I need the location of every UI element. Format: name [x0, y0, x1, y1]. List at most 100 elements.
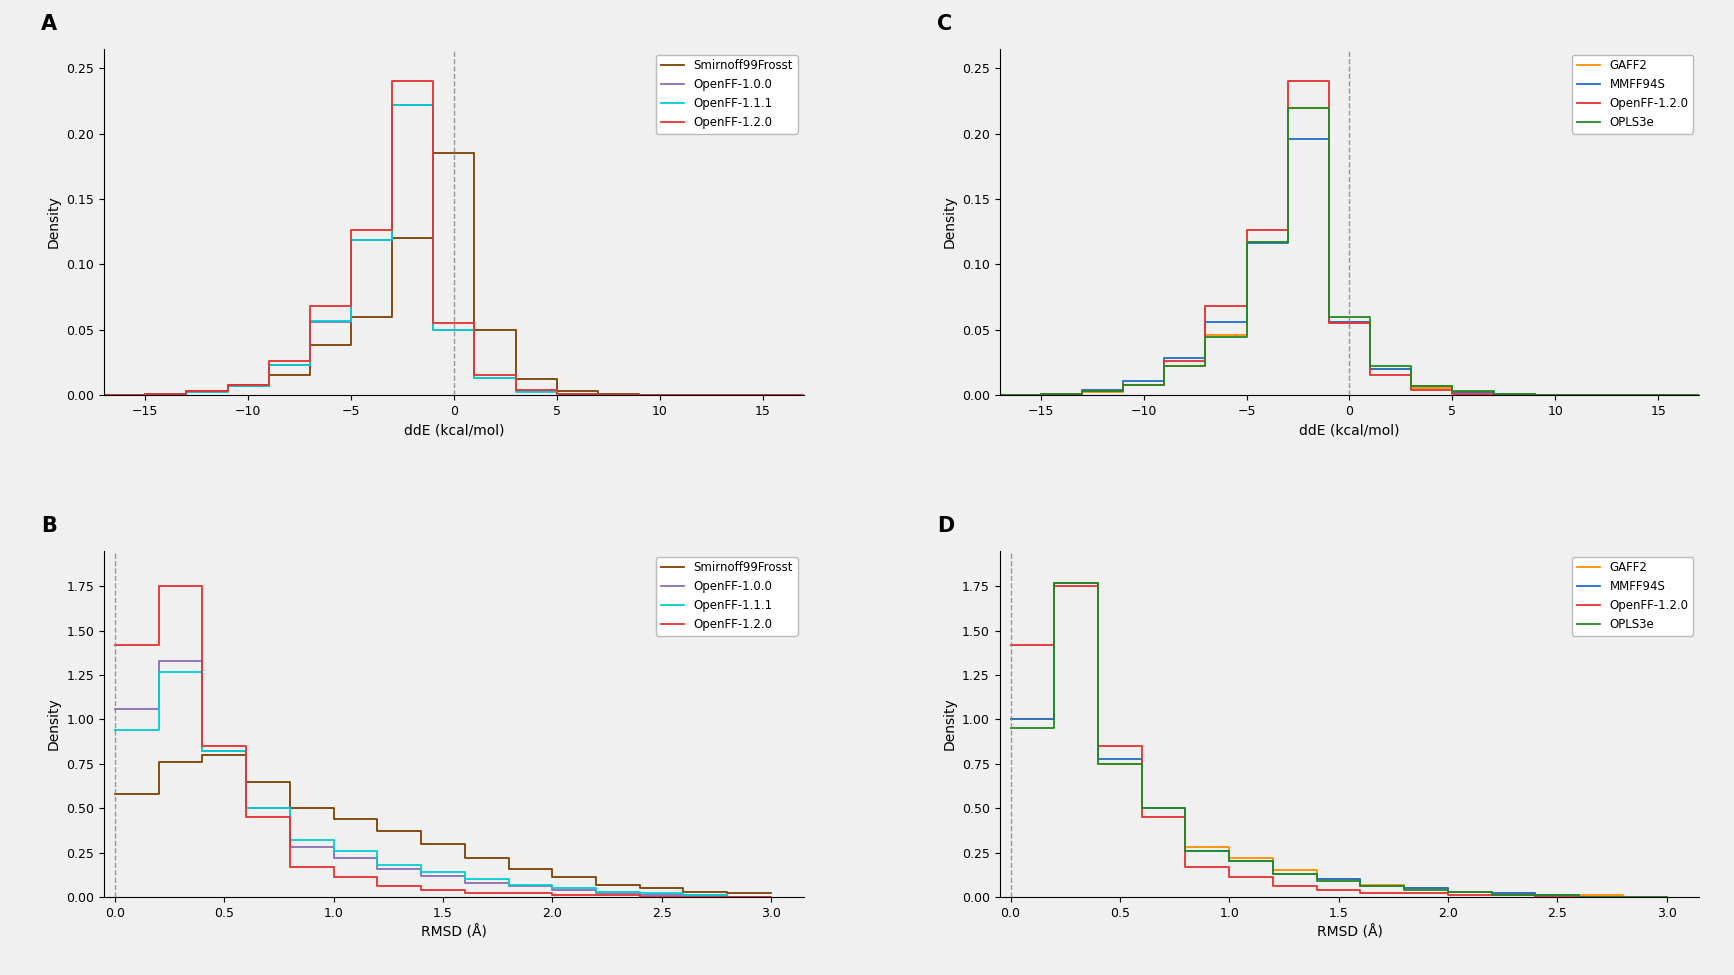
Smirnoff99Frosst — [300, 339, 321, 351]
OpenFF-1.1.1 — [794, 389, 815, 401]
Smirnoff99Frosst — [323, 813, 343, 825]
OpenFF-1.2.0 — [258, 355, 279, 367]
Line: OPLS3e: OPLS3e — [1011, 583, 1666, 897]
OPLS3e — [1394, 880, 1415, 892]
OPLS3e — [1607, 389, 1628, 401]
OpenFF-1.2.0 — [1044, 639, 1065, 650]
OpenFF-1.1.1 — [454, 867, 475, 878]
OPLS3e — [1278, 101, 1299, 113]
OPLS3e — [1569, 891, 1590, 903]
MMFF94S — [1569, 889, 1590, 901]
OPLS3e — [1566, 389, 1587, 401]
GAFF2 — [1647, 389, 1668, 401]
OPLS3e — [1359, 311, 1380, 323]
Smirnoff99Frosst — [368, 826, 388, 838]
Smirnoff99Frosst — [175, 385, 196, 397]
OpenFF-1.2.0 — [588, 388, 609, 400]
OpenFF-1.0.0 — [669, 389, 690, 401]
GAFF2 — [1219, 841, 1240, 853]
OpenFF-1.0.0 — [498, 877, 518, 888]
GAFF2 — [1262, 852, 1283, 864]
OpenFF-1.0.0 — [505, 385, 525, 397]
OPLS3e — [1483, 388, 1503, 400]
OpenFF-1.2.0 — [1607, 389, 1628, 401]
OpenFF-1.1.1 — [423, 324, 444, 335]
Legend: GAFF2, MMFF94S, OpenFF-1.2.0, OPLS3e: GAFF2, MMFF94S, OpenFF-1.2.0, OPLS3e — [1573, 55, 1694, 134]
OpenFF-1.0.0 — [753, 389, 773, 401]
Smirnoff99Frosst — [711, 389, 732, 401]
OpenFF-1.1.1 — [94, 389, 114, 401]
GAFF2 — [1278, 236, 1299, 248]
GAFF2 — [1176, 802, 1196, 814]
OpenFF-1.1.1 — [541, 878, 562, 890]
OpenFF-1.1.1 — [716, 889, 737, 901]
OPLS3e — [1072, 388, 1092, 400]
OpenFF-1.2.0 — [1306, 884, 1327, 896]
OPLS3e — [1359, 361, 1380, 372]
OpenFF-1.0.0 — [323, 852, 343, 864]
OPLS3e — [1647, 389, 1668, 401]
OpenFF-1.1.1 — [465, 324, 486, 335]
Smirnoff99Frosst — [465, 147, 486, 159]
OpenFF-1.2.0 — [716, 891, 737, 903]
OpenFF-1.2.0 — [588, 389, 609, 401]
Smirnoff99Frosst — [711, 389, 732, 401]
OpenFF-1.0.0 — [236, 802, 257, 814]
OpenFF-1.0.0 — [381, 99, 402, 111]
MMFF94S — [1394, 882, 1415, 894]
OpenFF-1.2.0 — [1131, 811, 1151, 823]
Smirnoff99Frosst — [104, 788, 125, 800]
MMFF94S — [1131, 753, 1151, 764]
MMFF94S — [1394, 880, 1415, 892]
MMFF94S — [1647, 389, 1668, 401]
OpenFF-1.2.0 — [1656, 891, 1677, 903]
OpenFF-1.2.0 — [1153, 355, 1174, 367]
OpenFF-1.0.0 — [423, 99, 444, 111]
MMFF94S — [1153, 353, 1174, 365]
OPLS3e — [1087, 758, 1108, 769]
OPLS3e — [1318, 101, 1339, 113]
MMFF94S — [1087, 577, 1108, 589]
OpenFF-1.2.0 — [175, 385, 196, 397]
OPLS3e — [1443, 385, 1463, 397]
GAFF2 — [1131, 802, 1151, 814]
Smirnoff99Frosst — [546, 385, 567, 397]
OpenFF-1.2.0 — [1359, 317, 1380, 329]
OpenFF-1.2.0 — [236, 811, 257, 823]
MMFF94S — [1481, 886, 1502, 898]
Smirnoff99Frosst — [761, 887, 782, 899]
OPLS3e — [1569, 889, 1590, 901]
OpenFF-1.0.0 — [586, 884, 607, 896]
OpenFF-1.2.0 — [1087, 580, 1108, 592]
Y-axis label: Density: Density — [47, 697, 61, 751]
OpenFF-1.2.0 — [1113, 385, 1134, 397]
OpenFF-1.1.1 — [236, 802, 257, 814]
Smirnoff99Frosst — [629, 882, 650, 894]
GAFF2 — [1401, 363, 1422, 374]
OpenFF-1.2.0 — [340, 300, 361, 312]
OpenFF-1.1.1 — [368, 859, 388, 871]
OpenFF-1.1.1 — [673, 889, 694, 901]
GAFF2 — [1566, 389, 1587, 401]
OpenFF-1.2.0 — [1113, 378, 1134, 390]
Smirnoff99Frosst — [411, 838, 432, 849]
Text: A: A — [42, 14, 57, 34]
OpenFF-1.2.0 — [505, 370, 525, 381]
OPLS3e — [1262, 868, 1283, 879]
MMFF94S — [1113, 384, 1134, 396]
MMFF94S — [1613, 891, 1633, 903]
GAFF2 — [1001, 714, 1021, 725]
Smirnoff99Frosst — [279, 776, 300, 788]
GAFF2 — [1087, 758, 1108, 769]
OPLS3e — [1656, 891, 1677, 903]
MMFF94S — [1278, 238, 1299, 250]
OpenFF-1.0.0 — [381, 234, 402, 246]
OpenFF-1.1.1 — [192, 746, 213, 758]
MMFF94S — [1647, 389, 1668, 401]
Smirnoff99Frosst — [368, 813, 388, 825]
Smirnoff99Frosst — [423, 147, 444, 159]
MMFF94S — [1030, 388, 1051, 400]
OpenFF-1.2.0 — [1483, 388, 1503, 400]
OpenFF-1.1.1 — [753, 389, 773, 401]
GAFF2 — [1044, 714, 1065, 725]
